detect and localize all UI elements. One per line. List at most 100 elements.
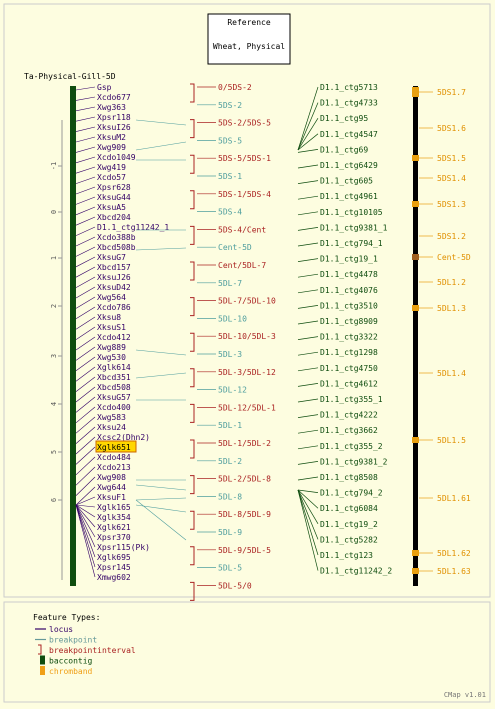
chromband-segment[interactable] <box>412 201 419 207</box>
breakpoint-label[interactable]: 5DL-7/5DL-10 <box>218 297 276 306</box>
locus-label[interactable]: XksuM2 <box>97 133 126 142</box>
contig-label[interactable]: D1.1_ctg11242_2 <box>320 567 392 576</box>
contig-label[interactable]: D1.1_ctg794_1 <box>320 239 383 248</box>
chromband-label[interactable]: 5DL1.4 <box>437 369 466 378</box>
chromband-segment[interactable] <box>412 87 419 97</box>
locus-label[interactable]: Xbcd508 <box>97 383 131 392</box>
locus-label[interactable]: XksuF1 <box>97 493 126 502</box>
locus-label[interactable]: XksuG57 <box>97 393 131 402</box>
chromband-label[interactable]: 5DS1.6 <box>437 124 466 133</box>
breakpoint-label[interactable]: 5DS-2 <box>218 101 242 110</box>
locus-label[interactable]: Xglk695 <box>97 553 131 562</box>
contig-label[interactable]: D1.1_ctg69 <box>320 145 368 154</box>
contig-label[interactable]: D1.1_ctg4478 <box>320 270 378 279</box>
chromband-label[interactable]: 5DS1.2 <box>437 232 466 241</box>
chromband-label[interactable]: 5DS1.7 <box>437 88 466 97</box>
locus-label[interactable]: Xcsc2(Dhn2) <box>97 433 150 442</box>
locus-label[interactable]: Xcdo57 <box>97 173 126 182</box>
breakpoint-label[interactable]: 5DL-3/5DL-12 <box>218 368 276 377</box>
chromband-label[interactable]: 5DS1.5 <box>437 154 466 163</box>
locus-label[interactable]: Xcdo388b <box>97 233 136 242</box>
locus-label[interactable]: Xpsr370 <box>97 533 131 542</box>
chromband-label[interactable]: 5DS1.4 <box>437 174 466 183</box>
contig-label[interactable]: D1.1_ctg5282 <box>320 535 378 544</box>
breakpoint-label[interactable]: 5DL-12/5DL-1 <box>218 403 276 412</box>
contig-label[interactable]: D1.1_ctg10105 <box>320 208 383 217</box>
locus-label[interactable]: Xwg908 <box>97 473 126 482</box>
locus-label[interactable]: Xcdo412 <box>97 333 131 342</box>
contig-label[interactable]: D1.1_ctg1298 <box>320 348 378 357</box>
contig-label[interactable]: D1.1_ctg794_2 <box>320 489 383 498</box>
locus-label[interactable]: XksuG44 <box>97 193 131 202</box>
locus-label[interactable]: Xwg889 <box>97 343 126 352</box>
locus-label[interactable]: Xwg530 <box>97 353 126 362</box>
contig-label[interactable]: D1.1_ctg8508 <box>320 473 378 482</box>
contig-label[interactable]: D1.1_ctg4750 <box>320 364 378 373</box>
breakpoint-label[interactable]: 5DL-8 <box>218 492 242 501</box>
locus-label[interactable]: XksuS1 <box>97 323 126 332</box>
locus-label[interactable]: Xcdo677 <box>97 93 131 102</box>
chromband-map-bar[interactable] <box>413 86 418 586</box>
breakpoint-label[interactable]: 5DL-9 <box>218 528 242 537</box>
chromband-segment[interactable] <box>412 155 419 161</box>
locus-label[interactable]: Xwg564 <box>97 293 126 302</box>
contig-label[interactable]: D1.1_ctg8909 <box>320 317 378 326</box>
locus-label[interactable]: Xglk651 <box>97 443 131 452</box>
locus-label[interactable]: Xbcd508b <box>97 243 136 252</box>
breakpoint-label[interactable]: 5DS-5/5DS-1 <box>218 154 271 163</box>
breakpoint-label[interactable]: 5DL-1/5DL-2 <box>218 439 271 448</box>
chromband-segment[interactable] <box>412 437 419 443</box>
chromband-label[interactable]: 5DL1.3 <box>437 304 466 313</box>
locus-label[interactable]: XksuI26 <box>97 123 131 132</box>
breakpoint-label[interactable]: 5DL-10 <box>218 314 247 323</box>
breakpoint-label[interactable]: 5DS-4 <box>218 208 242 217</box>
contig-label[interactable]: D1.1_ctg19_1 <box>320 255 378 264</box>
contig-label[interactable]: D1.1_ctg605 <box>320 177 373 186</box>
breakpoint-label[interactable]: 5DL-5/0 <box>218 581 252 590</box>
locus-label[interactable]: Xbcd351 <box>97 373 131 382</box>
reference-map-bar[interactable] <box>70 86 76 586</box>
locus-label[interactable]: Xwg644 <box>97 483 126 492</box>
breakpoint-label[interactable]: 5DL-9/5DL-5 <box>218 546 271 555</box>
contig-label[interactable]: D1.1_ctg3662 <box>320 426 378 435</box>
locus-label[interactable]: Gsp <box>97 83 112 92</box>
contig-label[interactable]: D1.1_ctg4547 <box>320 130 378 139</box>
chromband-label[interactable]: Cent-5D <box>437 253 471 262</box>
contig-label[interactable]: D1.1_ctg6084 <box>320 504 378 513</box>
breakpoint-label[interactable]: 5DL-12 <box>218 386 247 395</box>
breakpoint-label[interactable]: 5DL-1 <box>218 421 242 430</box>
contig-label[interactable]: D1.1_ctg355_1 <box>320 395 383 404</box>
locus-label[interactable]: XksuG7 <box>97 253 126 262</box>
locus-label[interactable]: Xpsr115(Pk) <box>97 543 150 552</box>
locus-label[interactable]: Xbcd157 <box>97 263 131 272</box>
locus-label[interactable]: D1.1_ctg11242_1 <box>97 223 169 232</box>
locus-label[interactable]: Xwg909 <box>97 143 126 152</box>
locus-label[interactable]: Xpsr628 <box>97 183 131 192</box>
locus-label[interactable]: Xbcd204 <box>97 213 131 222</box>
chromband-segment[interactable] <box>412 550 419 556</box>
locus-label[interactable]: XksuA5 <box>97 203 126 212</box>
locus-label[interactable]: Xcdo1049 <box>97 153 136 162</box>
breakpoint-label[interactable]: 5DL-8/5DL-9 <box>218 510 271 519</box>
breakpoint-label[interactable]: 5DS-5 <box>218 136 242 145</box>
locus-label[interactable]: Xcdo484 <box>97 453 131 462</box>
locus-label[interactable]: XksuJ26 <box>97 273 131 282</box>
locus-label[interactable]: Xglk354 <box>97 513 131 522</box>
chromband-label[interactable]: 5DL1.61 <box>437 494 471 503</box>
locus-label[interactable]: Xcdo213 <box>97 463 131 472</box>
breakpoint-label[interactable]: Cent/5DL-7 <box>218 261 266 270</box>
locus-label[interactable]: Xpsr145 <box>97 563 131 572</box>
breakpoint-label[interactable]: Cent-5D <box>218 243 252 252</box>
chromband-segment[interactable] <box>412 305 419 311</box>
locus-label[interactable]: Xwg419 <box>97 163 126 172</box>
chromband-label[interactable]: 5DS1.3 <box>437 200 466 209</box>
contig-label[interactable]: D1.1_ctg9381_2 <box>320 457 388 466</box>
chromband-label[interactable]: 5DL1.63 <box>437 567 471 576</box>
chromband-segment[interactable] <box>412 568 419 574</box>
chromband-segment[interactable] <box>412 254 419 260</box>
chromband-label[interactable]: 5DL1.5 <box>437 436 466 445</box>
contig-label[interactable]: D1.1_ctg4612 <box>320 379 378 388</box>
breakpoint-label[interactable]: 5DS-1 <box>218 172 242 181</box>
contig-label[interactable]: D1.1_ctg4733 <box>320 99 378 108</box>
locus-label[interactable]: XksuD42 <box>97 283 131 292</box>
